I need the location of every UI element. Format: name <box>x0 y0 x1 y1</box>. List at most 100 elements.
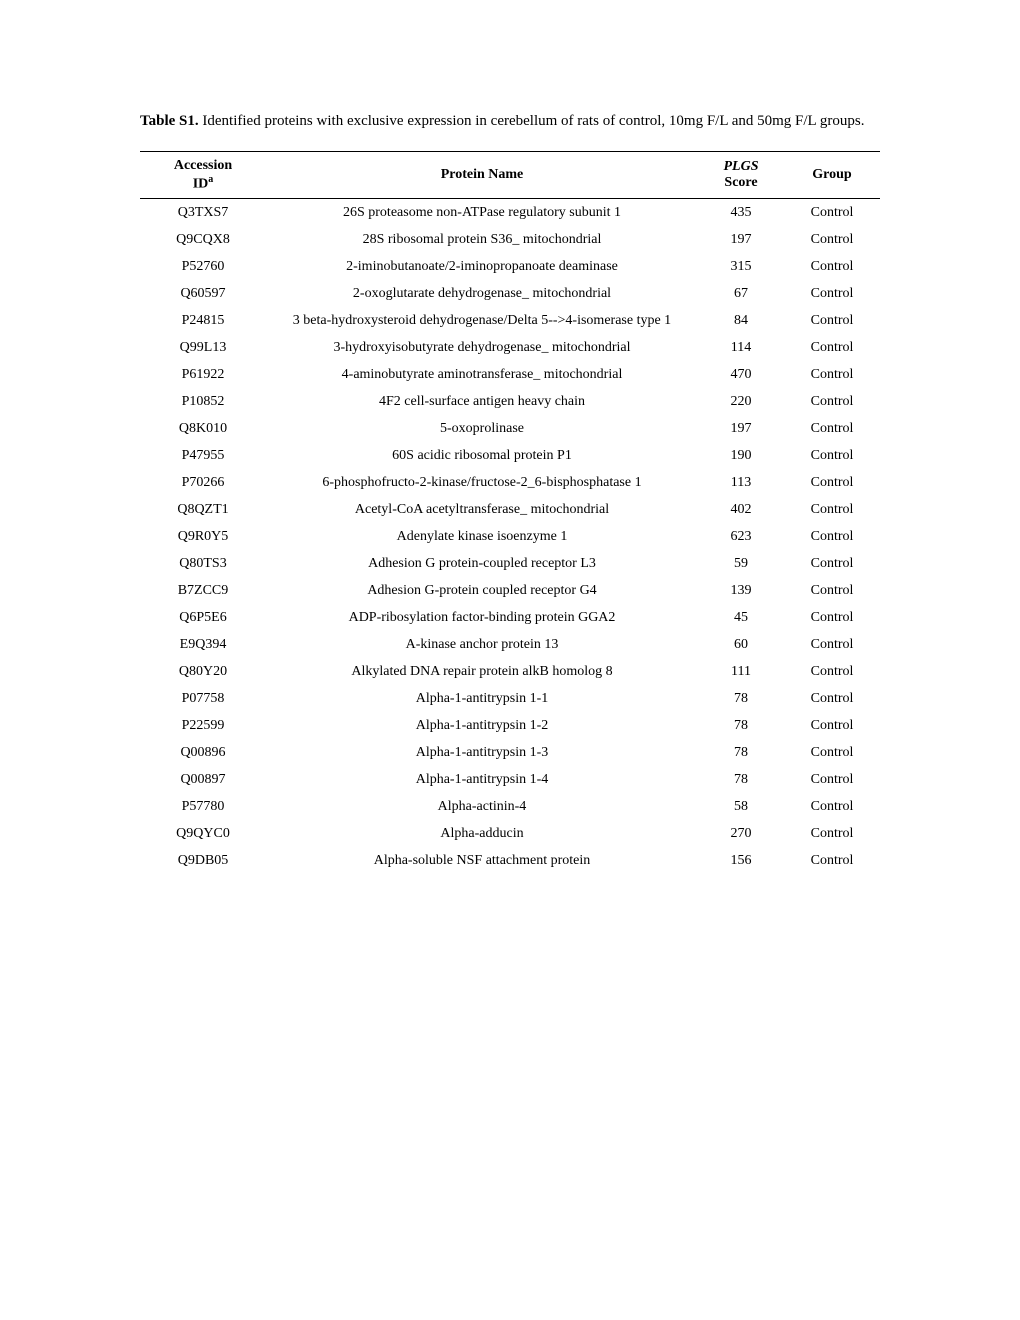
cell-group: Control <box>784 820 880 847</box>
cell-name: Adhesion G-protein coupled receptor G4 <box>266 577 698 604</box>
cell-name: 4F2 cell-surface antigen heavy chain <box>266 388 698 415</box>
header-plgs-score: PLGS Score <box>698 151 784 199</box>
table-row: Q80TS3Adhesion G protein-coupled recepto… <box>140 550 880 577</box>
cell-id: Q8QZT1 <box>140 496 266 523</box>
cell-group: Control <box>784 766 880 793</box>
cell-group: Control <box>784 442 880 469</box>
cell-id: P52760 <box>140 253 266 280</box>
cell-name: Alpha-1-antitrypsin 1-1 <box>266 685 698 712</box>
cell-name: Alpha-1-antitrypsin 1-2 <box>266 712 698 739</box>
table-row: Q9CQX828S ribosomal protein S36_ mitocho… <box>140 226 880 253</box>
table-row: Q8QZT1Acetyl-CoA acetyltransferase_ mito… <box>140 496 880 523</box>
cell-group: Control <box>784 334 880 361</box>
cell-name: 5-oxoprolinase <box>266 415 698 442</box>
cell-id: Q99L13 <box>140 334 266 361</box>
header-group: Group <box>784 151 880 199</box>
table-row: Q00897Alpha-1-antitrypsin 1-478Control <box>140 766 880 793</box>
cell-name: Alpha-1-antitrypsin 1-3 <box>266 739 698 766</box>
cell-score: 220 <box>698 388 784 415</box>
cell-group: Control <box>784 631 880 658</box>
cell-id: Q9R0Y5 <box>140 523 266 550</box>
cell-name: 3-hydroxyisobutyrate dehydrogenase_ mito… <box>266 334 698 361</box>
cell-score: 67 <box>698 280 784 307</box>
table-row: P108524F2 cell-surface antigen heavy cha… <box>140 388 880 415</box>
cell-group: Control <box>784 199 880 227</box>
table-row: Q9R0Y5Adenylate kinase isoenzyme 1623Con… <box>140 523 880 550</box>
cell-group: Control <box>784 604 880 631</box>
cell-name: Alpha-adducin <box>266 820 698 847</box>
cell-id: Q9QYC0 <box>140 820 266 847</box>
cell-score: 59 <box>698 550 784 577</box>
table-row: Q9DB05Alpha-soluble NSF attachment prote… <box>140 847 880 874</box>
table-row: Q3TXS726S proteasome non-ATPase regulato… <box>140 199 880 227</box>
cell-id: Q9CQX8 <box>140 226 266 253</box>
cell-name: 26S proteasome non-ATPase regulatory sub… <box>266 199 698 227</box>
cell-score: 78 <box>698 685 784 712</box>
cell-group: Control <box>784 415 880 442</box>
cell-id: Q3TXS7 <box>140 199 266 227</box>
cell-name: 2-iminobutanoate/2-iminopropanoate deami… <box>266 253 698 280</box>
cell-name: Alpha-actinin-4 <box>266 793 698 820</box>
cell-group: Control <box>784 793 880 820</box>
table-row: P527602-iminobutanoate/2-iminopropanoate… <box>140 253 880 280</box>
table-row: Q605972-oxoglutarate dehydrogenase_ mito… <box>140 280 880 307</box>
cell-id: B7ZCC9 <box>140 577 266 604</box>
cell-group: Control <box>784 577 880 604</box>
cell-group: Control <box>784 253 880 280</box>
cell-group: Control <box>784 685 880 712</box>
cell-id: P07758 <box>140 685 266 712</box>
cell-id: P70266 <box>140 469 266 496</box>
cell-id: Q00897 <box>140 766 266 793</box>
table-row: B7ZCC9Adhesion G-protein coupled recepto… <box>140 577 880 604</box>
cell-name: Acetyl-CoA acetyltransferase_ mitochondr… <box>266 496 698 523</box>
cell-group: Control <box>784 307 880 334</box>
cell-name: 2-oxoglutarate dehydrogenase_ mitochondr… <box>266 280 698 307</box>
table-row: P619224-aminobutyrate aminotransferase_ … <box>140 361 880 388</box>
table-row: P57780Alpha-actinin-458Control <box>140 793 880 820</box>
cell-name: A-kinase anchor protein 13 <box>266 631 698 658</box>
cell-id: E9Q394 <box>140 631 266 658</box>
cell-score: 623 <box>698 523 784 550</box>
cell-group: Control <box>784 847 880 874</box>
table-row: P07758Alpha-1-antitrypsin 1-178Control <box>140 685 880 712</box>
cell-id: P24815 <box>140 307 266 334</box>
cell-score: 58 <box>698 793 784 820</box>
table-row: Q80Y20Alkylated DNA repair protein alkB … <box>140 658 880 685</box>
cell-score: 78 <box>698 766 784 793</box>
cell-id: P10852 <box>140 388 266 415</box>
cell-name: 60S acidic ribosomal protein P1 <box>266 442 698 469</box>
cell-score: 45 <box>698 604 784 631</box>
cell-score: 197 <box>698 415 784 442</box>
cell-id: Q6P5E6 <box>140 604 266 631</box>
table-row: P22599Alpha-1-antitrypsin 1-278Control <box>140 712 880 739</box>
cell-name: 3 beta-hydroxysteroid dehydrogenase/Delt… <box>266 307 698 334</box>
table-row: Q99L133-hydroxyisobutyrate dehydrogenase… <box>140 334 880 361</box>
table-row: P4795560S acidic ribosomal protein P1190… <box>140 442 880 469</box>
cell-id: P61922 <box>140 361 266 388</box>
table-row: E9Q394A-kinase anchor protein 1360Contro… <box>140 631 880 658</box>
cell-group: Control <box>784 226 880 253</box>
cell-score: 113 <box>698 469 784 496</box>
cell-group: Control <box>784 739 880 766</box>
table-row: P702666-phosphofructo-2-kinase/fructose-… <box>140 469 880 496</box>
cell-score: 111 <box>698 658 784 685</box>
cell-group: Control <box>784 469 880 496</box>
cell-group: Control <box>784 550 880 577</box>
cell-id: Q80TS3 <box>140 550 266 577</box>
table-row: Q8K0105-oxoprolinase197Control <box>140 415 880 442</box>
cell-name: 28S ribosomal protein S36_ mitochondrial <box>266 226 698 253</box>
cell-score: 139 <box>698 577 784 604</box>
cell-id: P57780 <box>140 793 266 820</box>
cell-score: 114 <box>698 334 784 361</box>
cell-name: Alpha-1-antitrypsin 1-4 <box>266 766 698 793</box>
cell-id: P22599 <box>140 712 266 739</box>
cell-score: 156 <box>698 847 784 874</box>
cell-group: Control <box>784 496 880 523</box>
header-accession-id: Accession IDa <box>140 151 266 199</box>
cell-name: 4-aminobutyrate aminotransferase_ mitoch… <box>266 361 698 388</box>
cell-name: Adhesion G protein-coupled receptor L3 <box>266 550 698 577</box>
cell-score: 78 <box>698 712 784 739</box>
cell-score: 402 <box>698 496 784 523</box>
caption-text: Identified proteins with exclusive expre… <box>199 113 865 129</box>
cell-id: Q8K010 <box>140 415 266 442</box>
